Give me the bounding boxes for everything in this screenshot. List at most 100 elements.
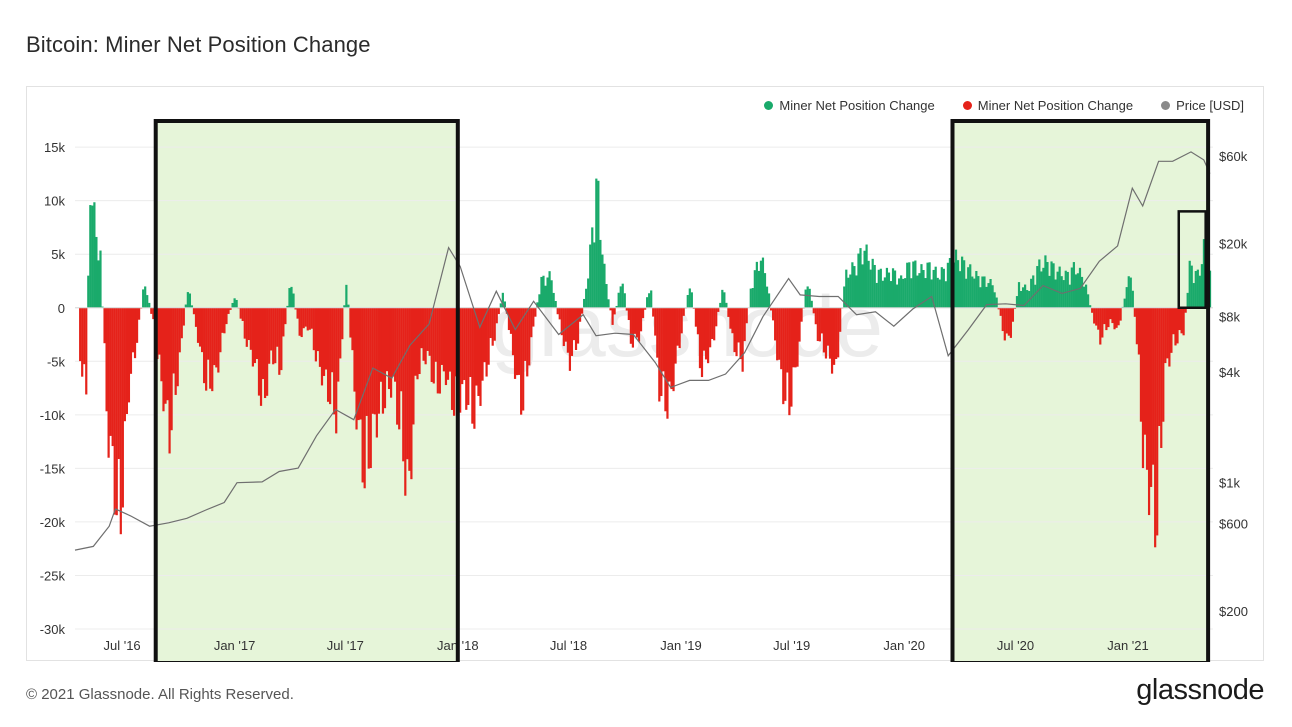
bar-positive xyxy=(1054,279,1057,308)
bar-positive xyxy=(849,274,852,308)
copyright-text: © 2021 Glassnode. All Rights Reserved. xyxy=(26,686,294,703)
bar-positive xyxy=(686,295,689,308)
bar-negative xyxy=(627,307,630,321)
bar-negative xyxy=(255,307,259,360)
bar-negative xyxy=(800,307,803,322)
bar-negative xyxy=(465,307,468,410)
y-tick-label: 5k xyxy=(51,247,65,262)
bar-negative xyxy=(373,307,376,415)
bar-negative xyxy=(398,307,401,430)
bar-negative xyxy=(572,307,576,341)
bar-negative xyxy=(637,307,641,342)
bar-negative xyxy=(363,307,366,489)
bar-positive xyxy=(1190,265,1193,308)
bar-positive xyxy=(1125,287,1128,308)
bar-positive xyxy=(1068,284,1071,308)
bar-positive xyxy=(97,260,100,308)
bar-negative xyxy=(221,307,224,333)
bar-positive xyxy=(926,262,929,308)
bar-negative xyxy=(249,307,252,350)
legend-item-positive[interactable]: Miner Net Position Change xyxy=(764,98,935,113)
bar-negative xyxy=(822,307,826,353)
bar-negative xyxy=(227,307,230,314)
bar-positive xyxy=(646,297,649,308)
bar-negative xyxy=(1137,307,1141,355)
bar-negative xyxy=(79,307,82,362)
bar-negative xyxy=(1097,307,1100,330)
bar-negative xyxy=(357,307,360,421)
bar-negative xyxy=(556,307,559,315)
bar-positive xyxy=(1127,276,1130,308)
highlight-region-2 xyxy=(952,121,1209,662)
bar-negative xyxy=(203,307,206,384)
bar-positive xyxy=(843,286,846,308)
bar-negative xyxy=(713,307,716,341)
bar-negative xyxy=(520,307,523,415)
bar-negative xyxy=(1154,307,1157,548)
bar-negative xyxy=(251,307,254,367)
bar-negative xyxy=(160,307,163,382)
bar-positive xyxy=(993,292,996,308)
bar-positive xyxy=(938,279,941,308)
legend-item-negative[interactable]: Miner Net Position Change xyxy=(962,98,1133,113)
bar-negative xyxy=(694,307,698,327)
bar-negative xyxy=(733,307,736,353)
bar-negative xyxy=(418,307,421,375)
bar-positive xyxy=(877,269,880,308)
bar-positive xyxy=(605,284,608,308)
bar-negative xyxy=(119,307,122,535)
bar-positive xyxy=(542,275,545,308)
bar-negative xyxy=(824,307,828,359)
bar-positive xyxy=(987,283,990,308)
bar-negative xyxy=(487,307,490,365)
bar-positive xyxy=(690,292,693,308)
bar-positive xyxy=(184,304,187,308)
bar-negative xyxy=(629,307,632,344)
bar-negative xyxy=(282,307,285,337)
bar-negative xyxy=(835,307,838,359)
bar-negative xyxy=(180,307,183,339)
bar-negative xyxy=(81,307,84,377)
bar-negative xyxy=(85,307,88,395)
bar-positive xyxy=(859,248,862,308)
bar-negative xyxy=(308,307,311,330)
bar-negative xyxy=(322,307,326,376)
bar-positive xyxy=(1074,274,1078,308)
bar-positive xyxy=(1052,263,1055,308)
bar-negative xyxy=(257,307,261,396)
bar-negative xyxy=(133,307,137,359)
bar-negative xyxy=(717,307,720,312)
bar-negative xyxy=(306,307,309,331)
bar-positive xyxy=(142,289,145,308)
bar-negative xyxy=(1158,307,1161,426)
bar-negative xyxy=(127,307,131,403)
bar-negative xyxy=(1107,307,1110,328)
bar-negative xyxy=(463,307,466,381)
bar-positive xyxy=(885,267,889,308)
y2-tick-label: $1k xyxy=(1219,476,1240,491)
bar-positive xyxy=(804,289,807,308)
bar-negative xyxy=(245,307,248,347)
bar-negative xyxy=(493,307,496,341)
bar-positive xyxy=(908,262,911,308)
bar-negative xyxy=(784,307,787,401)
bar-positive xyxy=(954,249,958,308)
bar-negative xyxy=(528,307,531,366)
bar-negative xyxy=(820,307,823,334)
bar-positive xyxy=(231,302,234,308)
bar-negative xyxy=(268,307,271,364)
bar-negative xyxy=(444,307,448,386)
bar-positive xyxy=(891,268,895,308)
bar-negative xyxy=(818,307,821,342)
bar-negative xyxy=(1164,307,1167,364)
bar-negative xyxy=(1147,307,1151,516)
bar-negative xyxy=(1135,307,1138,345)
bar-positive xyxy=(607,299,610,308)
bar-negative xyxy=(253,307,257,364)
legend-item-price[interactable]: Price [USD] xyxy=(1161,98,1244,113)
bar-positive xyxy=(599,239,602,308)
bar-negative xyxy=(408,307,411,471)
bar-positive xyxy=(1072,262,1075,308)
bar-negative xyxy=(778,307,781,360)
bar-positive xyxy=(918,273,921,308)
